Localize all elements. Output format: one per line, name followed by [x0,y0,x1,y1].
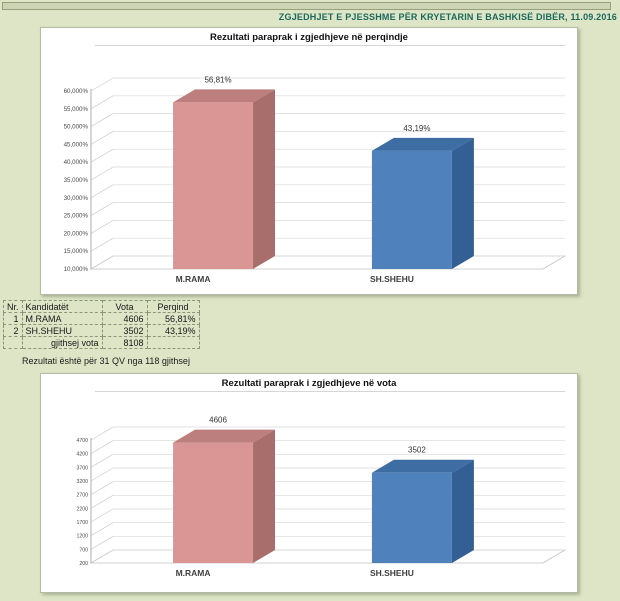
spreadsheet-cell[interactable]: 2 [3,324,23,337]
spreadsheet-cell[interactable]: 56,81% [146,312,200,325]
votes-chart-title: Rezultati paraprak i zgjedhjeve në vota [221,378,397,389]
results-table-header: Nr. Kandidatët Vota Perqind [3,300,200,313]
table-row: gjithsej vota 8108 [3,336,200,349]
results-table-body: 1 M.RAMA 4606 56,81% 2 SH.SHEHU 3502 43,19% gjit… [3,312,200,349]
spreadsheet-cell[interactable] [3,336,23,349]
svg-text:4700: 4700 [76,438,88,444]
note-text: Rezultati është për 31 QV nga 118 gjiths… [22,356,190,366]
svg-text:15,000%: 15,000% [64,248,89,255]
svg-text:55,000%: 55,000% [64,106,89,113]
svg-text:25,000%: 25,000% [64,213,89,220]
spreadsheet-cell[interactable]: 43,19% [146,324,200,337]
svg-text:56,81%: 56,81% [204,75,231,84]
svg-text:4606: 4606 [209,416,227,425]
percent-chart-title: Rezultati paraprak i zgjedhjeve në perqi… [210,32,408,43]
svg-text:43,19%: 43,19% [403,124,430,133]
spreadsheet-cell[interactable]: SH.SHEHU [21,324,103,337]
table-row: 1 M.RAMA 4606 56,81% [3,312,200,325]
svg-text:30,000%: 30,000% [64,195,89,202]
svg-text:10,000%: 10,000% [64,266,89,273]
spreadsheet-cell[interactable]: 4606 [101,312,148,325]
svg-text:60,000%: 60,000% [64,88,89,95]
svg-text:3502: 3502 [408,446,426,455]
svg-text:4200: 4200 [76,452,88,458]
spreadsheet-cell[interactable] [146,336,200,349]
top-strip [2,2,611,10]
spreadsheet-cell[interactable]: 8108 [101,336,148,349]
table-header-cell[interactable]: Kandidatët [21,300,103,313]
svg-text:3700: 3700 [76,465,88,471]
spreadsheet-cell[interactable]: 3502 [101,324,148,337]
spreadsheet-cell[interactable]: gjithsej vota [21,336,103,349]
svg-text:M.RAMA: M.RAMA [176,568,211,578]
svg-text:45,000%: 45,000% [64,141,89,148]
page-title: ZGJEDHJET E PJESSHME PËR KRYETARIN E BAS… [278,12,617,22]
svg-text:SH.SHEHU: SH.SHEHU [370,568,414,578]
spreadsheet-cell[interactable]: M.RAMA [21,312,103,325]
svg-text:700: 700 [79,547,88,553]
svg-text:40,000%: 40,000% [64,159,89,166]
votes-bar-chart: 200 700 1200 1700 2200 2700 3200 3700 4200 4700 46… [76,391,567,578]
table-header-cell[interactable]: Perqind [146,300,200,313]
svg-text:2200: 2200 [76,506,88,512]
svg-text:20,000%: 20,000% [64,230,89,237]
table-row: 2 SH.SHEHU 3502 43,19% [3,324,200,337]
svg-text:M.RAMA: M.RAMA [176,274,211,284]
svg-text:35,000%: 35,000% [64,177,89,184]
svg-text:SH.SHEHU: SH.SHEHU [370,274,414,284]
table-header-cell[interactable]: Vota [101,300,148,313]
table-header-cell[interactable]: Nr. [3,300,23,313]
spreadsheet-cell[interactable]: 1 [3,312,23,325]
svg-text:50,000%: 50,000% [64,124,89,131]
svg-text:3200: 3200 [76,479,88,485]
svg-text:1700: 1700 [76,520,88,526]
votes-chart-panel[interactable]: Rezultati paraprak i zgjedhjeve në vota … [40,373,578,593]
percent-chart-panel[interactable]: Rezultati paraprak i zgjedhjeve në perqi… [40,27,578,295]
svg-text:1200: 1200 [76,534,88,540]
svg-text:200: 200 [79,561,88,567]
results-table: Nr. Kandidatët Vota Perqind 1 M.RAMA 4606 56,8… [3,300,200,349]
percent-bar-chart: 10,000% 15,000% 20,000% 25,000% 30,000% 35,00… [64,45,567,284]
svg-text:2700: 2700 [76,493,88,499]
